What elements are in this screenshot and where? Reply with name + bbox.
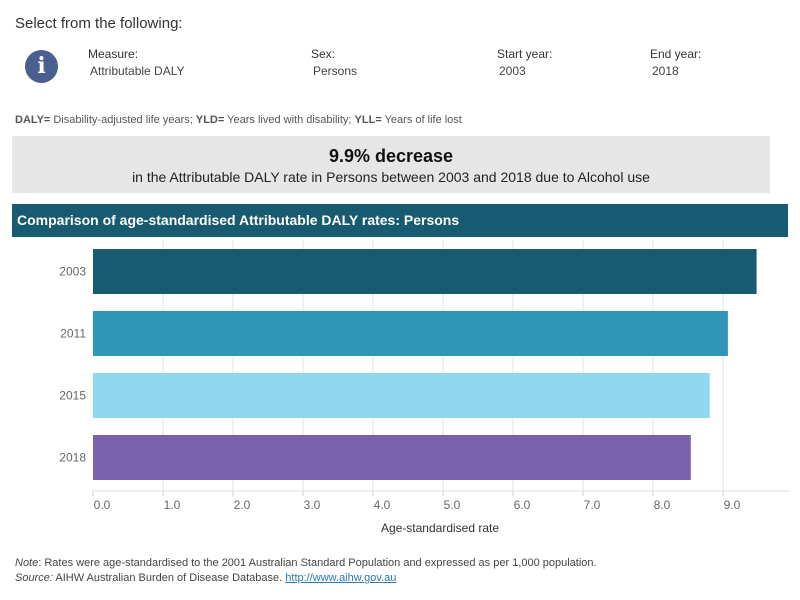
y-category-label: 2015 [59, 389, 86, 403]
info-icon[interactable]: i [25, 50, 58, 83]
summary-headline: 9.9% decrease [328, 146, 454, 166]
abbr-term: YLL= [354, 114, 382, 126]
x-tick-label: 7.0 [584, 498, 601, 512]
x-tick-label: 1.0 [164, 498, 181, 512]
abbr-text: Disability-adjusted life years; [50, 114, 196, 126]
x-tick-label: 8.0 [654, 498, 671, 512]
end-year-select[interactable]: 2018 [652, 64, 679, 78]
y-category-label: 2011 [60, 327, 86, 341]
start-year-select[interactable]: 2003 [499, 64, 526, 78]
note-text: : Rates were age-standardised to the 200… [38, 557, 597, 569]
sex-select[interactable]: Persons [313, 64, 358, 78]
measure-label: Measure: [88, 47, 139, 61]
abbr-text: Years lived with disability; [224, 114, 355, 126]
bar-2011 [93, 311, 728, 356]
selector-title: Select from the following: [15, 15, 183, 32]
x-tick-label: 0.0 [94, 498, 111, 512]
summary-detail: in the Attributable DALY rate in Persons… [132, 169, 650, 185]
note-line: Note: Rates were age-standardised to the… [15, 556, 597, 571]
y-category-label: 2018 [59, 451, 86, 465]
bar-chart: 0.0 1.0 2.0 3.0 4.0 5.0 6.0 7.0 8.0 9.0 2003 2011 20… [59, 240, 789, 535]
x-tick-label: 3.0 [304, 498, 321, 512]
x-tick-label: 6.0 [514, 498, 531, 512]
y-category-label: 2003 [59, 265, 86, 279]
note-label: Note [15, 557, 39, 569]
chart-header: Comparison of age-standardised Attributa… [12, 204, 788, 237]
bar-2003 [93, 249, 757, 294]
footer: Note: Rates were age-standardised to the… [15, 556, 597, 586]
abbreviation-note: DALY= Disability-adjusted life years; YL… [15, 114, 462, 126]
sex-label: Sex: [311, 47, 336, 61]
summary-box: 9.9% decrease in the Attributable DALY r… [12, 136, 770, 193]
x-tick-label: 5.0 [444, 498, 461, 512]
source-label: Source: [15, 572, 53, 584]
abbr-text: Years of life lost [381, 114, 462, 126]
abbr-term: YLD= [195, 114, 225, 126]
abbr-term: DALY= [15, 114, 51, 126]
start-year-label: Start year: [497, 47, 553, 61]
x-tick-label: 2.0 [234, 498, 251, 512]
end-year-label: End year: [650, 47, 702, 61]
measure-select[interactable]: Attributable DALY [90, 64, 185, 78]
bar-2015 [93, 373, 710, 418]
bar-2018 [93, 435, 691, 480]
x-tick-label: 9.0 [724, 498, 741, 512]
source-line: Source: AIHW Australian Burden of Diseas… [15, 571, 597, 586]
x-tick-label: 4.0 [374, 498, 391, 512]
source-text: AIHW Australian Burden of Disease Databa… [52, 572, 286, 584]
source-link[interactable]: http://www.aihw.gov.au [285, 572, 397, 584]
x-axis-title: Age-standardised rate [381, 521, 499, 535]
